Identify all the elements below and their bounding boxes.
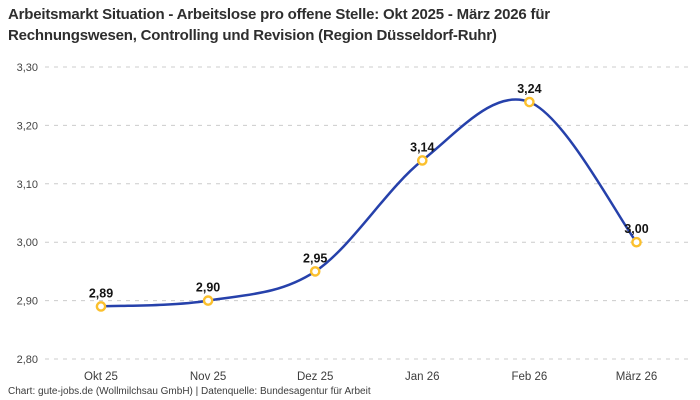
x-tick-label: Nov 25 <box>190 371 226 383</box>
y-tick-label: 3,30 <box>17 62 38 74</box>
data-point-label: 3,00 <box>624 222 648 236</box>
data-point-marker <box>416 155 428 166</box>
data-point-labels: 2,89 2,90 2,95 3,14 3,24 3,00 <box>89 82 649 300</box>
x-tick-label: Feb 26 <box>511 371 547 383</box>
x-tick-label: Okt 25 <box>84 371 118 383</box>
data-point-label: 2,90 <box>196 281 220 295</box>
data-point-marker <box>202 295 214 306</box>
chart-title: Arbeitsmarkt Situation - Arbeitslose pro… <box>8 4 696 46</box>
data-point-marker <box>309 266 321 277</box>
data-point-label: 3,14 <box>410 140 434 154</box>
data-point-marker <box>524 96 535 108</box>
y-tick-label: 2,90 <box>17 296 38 308</box>
data-point-marker <box>631 236 642 248</box>
data-point-marker <box>95 301 107 312</box>
data-point-label: 2,89 <box>89 286 113 300</box>
y-tick-label: 3,20 <box>17 120 38 132</box>
data-series <box>95 96 642 312</box>
source-credit: Chart: gute-jobs.de (Wollmilchsau GmbH) … <box>8 386 371 397</box>
x-tick-label: Jan 26 <box>405 371 440 383</box>
y-tick-label: 3,10 <box>17 179 38 191</box>
data-point-label: 3,24 <box>517 82 541 96</box>
chart-title-line-1: Arbeitsmarkt Situation - Arbeitslose pro… <box>8 6 550 23</box>
y-tick-label: 2,80 <box>17 354 38 366</box>
x-tick-label: März 26 <box>616 371 658 383</box>
gridlines <box>45 66 688 360</box>
chart-title-line-2: Rechnungswesen, Controlling und Revision… <box>8 27 497 44</box>
x-tick-label: Dez 25 <box>297 371 333 383</box>
y-tick-label: 3,00 <box>17 237 38 249</box>
series-line <box>99 98 638 308</box>
x-axis-labels: Okt 25 Nov 25 Dez 25 Jan 26 Feb 26 März 26 <box>84 371 657 383</box>
y-axis-labels: 3,30 3,20 3,10 3,00 2,90 2,80 <box>17 62 38 366</box>
data-point-label: 2,95 <box>303 251 327 265</box>
